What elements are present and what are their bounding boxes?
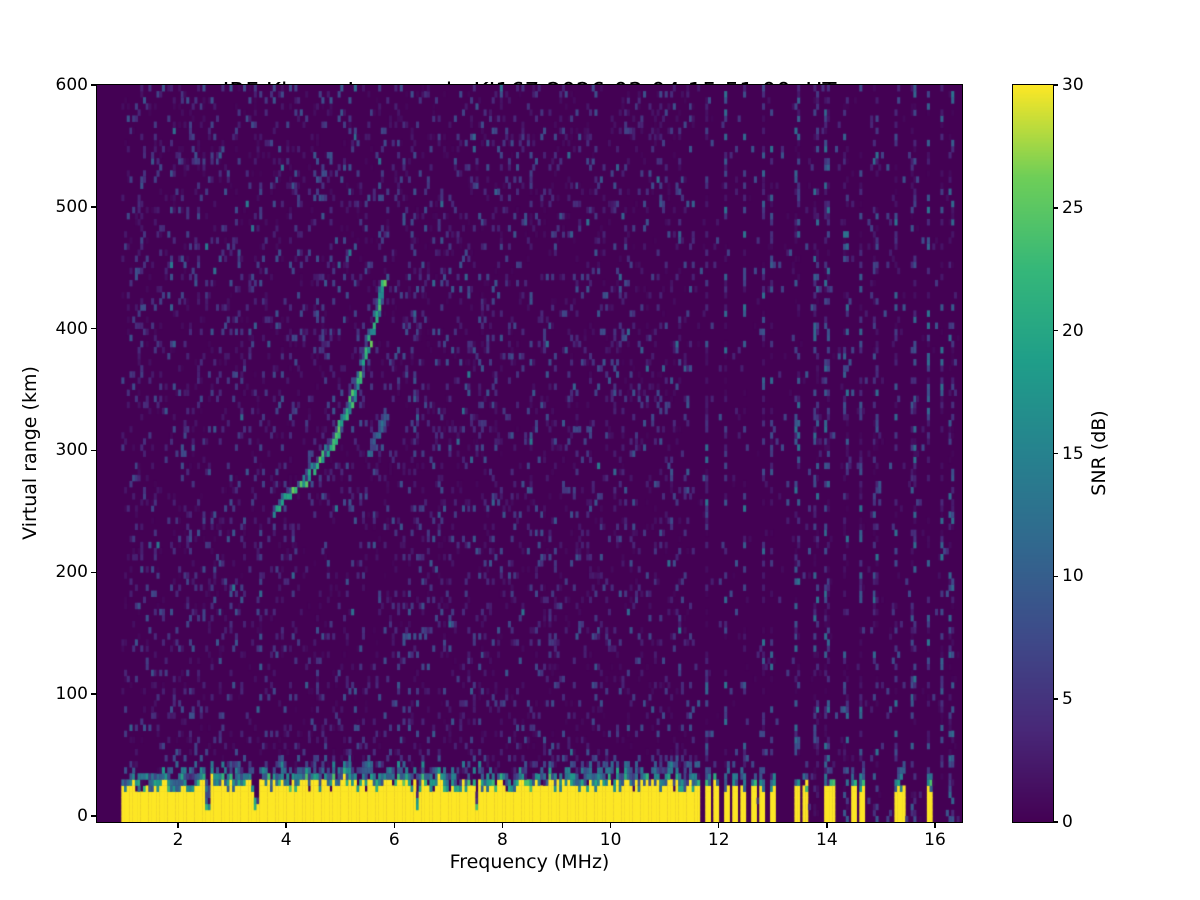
- colorbar-tick-mark: [1053, 698, 1058, 700]
- x-tick-mark: [717, 822, 720, 828]
- x-tick-mark: [609, 822, 612, 828]
- y-tick-mark: [91, 693, 97, 695]
- colorbar-tick-label: 30: [1062, 75, 1084, 95]
- x-tick-label: 8: [497, 830, 508, 850]
- y-tick-label: 400: [55, 318, 88, 339]
- y-tick-mark: [91, 571, 97, 574]
- x-tick-mark: [501, 822, 504, 828]
- x-tick-label: 6: [388, 830, 400, 850]
- colorbar-tick-mark: [1053, 329, 1058, 332]
- x-tick-label: 14: [816, 830, 838, 850]
- y-tick-mark: [91, 84, 97, 86]
- colorbar-tick-label: 20: [1062, 320, 1084, 341]
- colorbar-tick-label: 5: [1062, 689, 1073, 710]
- colorbar-tick-mark: [1053, 452, 1058, 455]
- x-tick-label: 16: [924, 830, 946, 850]
- colorbar-label: SNR (dB): [1088, 410, 1110, 496]
- colorbar-tick-label: 0: [1062, 812, 1073, 832]
- y-tick-label: 100: [55, 684, 88, 705]
- y-tick-label: 200: [55, 562, 88, 583]
- ionogram-heatmap-canvas: [96, 84, 963, 823]
- colorbar-tick-mark: [1053, 207, 1058, 209]
- y-tick-mark: [91, 327, 97, 330]
- y-tick-mark: [91, 815, 97, 817]
- y-tick-label: 0: [77, 805, 88, 826]
- y-tick-label: 500: [55, 196, 88, 217]
- x-tick-mark: [934, 822, 936, 828]
- colorbar-tick-mark: [1053, 84, 1058, 86]
- x-tick-mark: [285, 822, 287, 828]
- x-axis-label: Frequency (MHz): [449, 851, 610, 873]
- colorbar-gradient-canvas: [1012, 84, 1054, 823]
- colorbar-tick-mark: [1053, 575, 1058, 578]
- colorbar-tick-label: 25: [1062, 197, 1084, 218]
- x-tick-mark: [826, 822, 828, 828]
- x-tick-label: 2: [172, 830, 184, 850]
- y-tick-label: 300: [55, 440, 88, 461]
- x-tick-label: 4: [280, 830, 292, 850]
- colorbar-tick-label: 10: [1062, 566, 1084, 587]
- y-tick-mark: [91, 449, 97, 452]
- x-tick-mark: [177, 822, 179, 828]
- x-tick-label: 12: [707, 830, 730, 850]
- y-tick-mark: [91, 206, 97, 208]
- y-tick-label: 600: [55, 75, 88, 95]
- colorbar-tick-label: 15: [1062, 443, 1084, 464]
- x-tick-label: 10: [599, 830, 622, 850]
- colorbar-tick-mark: [1053, 821, 1058, 823]
- x-tick-mark: [393, 822, 396, 828]
